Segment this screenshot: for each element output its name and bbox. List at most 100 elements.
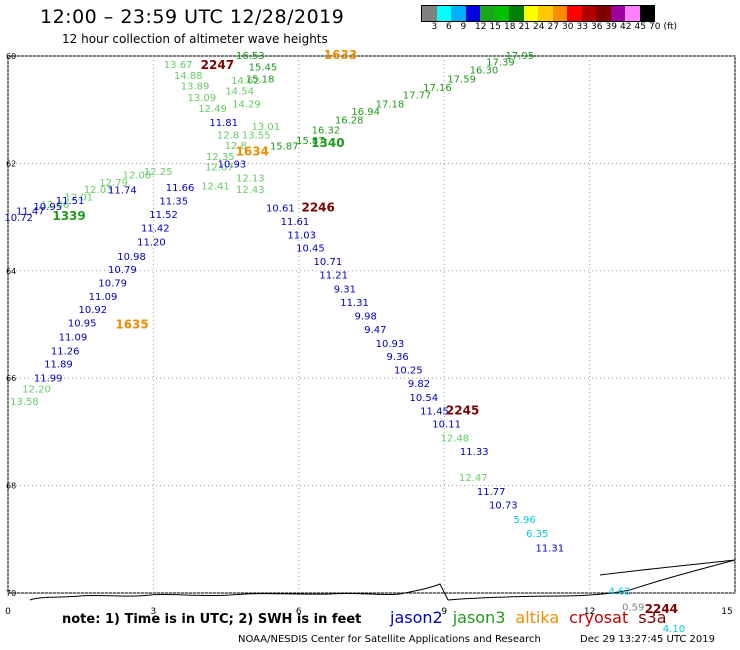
wave-height-label: 16.28 — [335, 115, 364, 126]
wave-height-label: 17.77 — [403, 91, 432, 102]
wave-height-label: 11.81 — [209, 118, 238, 129]
wave-height-label: 11.89 — [44, 360, 73, 371]
wave-height-label: 12.8 — [217, 130, 239, 141]
wave-height-label: 13.67 — [164, 60, 193, 71]
wave-height-label: 9.47 — [364, 325, 386, 336]
scale-label: 39 — [605, 22, 617, 32]
coastline — [29, 559, 736, 601]
scale-swatch — [509, 6, 524, 21]
wave-height-label: 13.09 — [188, 93, 217, 104]
wave-height-label: 12.20 — [22, 384, 51, 395]
wave-height-label: 11.51 — [56, 196, 85, 207]
legend-item-cryosat: cryosat — [569, 608, 629, 627]
pass-time-label: 1633 — [324, 48, 357, 62]
scale-label: 18 — [504, 22, 516, 32]
wave-height-label: 11.52 — [149, 210, 178, 221]
wave-height-label: 12.13 — [236, 173, 265, 184]
scale-label: 42 — [620, 22, 632, 32]
scale-swatch — [552, 6, 567, 21]
wave-height-label: 10.95 — [68, 318, 97, 329]
pass-time-label: 2245 — [446, 403, 479, 417]
wave-height-label: 4.10 — [663, 624, 685, 635]
wave-height-label: 11.74 — [108, 186, 137, 197]
scale-swatch — [581, 6, 596, 21]
wave-height-label: 14.29 — [232, 99, 261, 110]
wave-height-label: 13.58 — [10, 397, 39, 408]
wave-height-label: 11.31 — [536, 543, 565, 554]
y-tick-label: 70 — [6, 589, 16, 598]
wave-height-label: 12.01 — [64, 193, 93, 204]
wave-height-label: 10.93 — [376, 339, 405, 350]
scale-swatch — [639, 6, 654, 21]
scale-label: (ft) — [663, 22, 678, 32]
note-text: note: 1) Time is in UTC; 2) SWH is in fe… — [62, 612, 362, 627]
wave-height-label: 9.98 — [355, 311, 377, 322]
wave-height-label: 11.61 — [281, 217, 310, 228]
wave-height-label: 12.00 — [123, 171, 152, 182]
scale-swatch — [523, 6, 538, 21]
x-tick-label: 0 — [5, 607, 11, 617]
wave-height-label: 17.59 — [447, 75, 476, 86]
y-tick-label: 62 — [6, 159, 16, 168]
scale-swatch — [567, 6, 582, 21]
wave-height-label: 10.25 — [394, 366, 423, 377]
scale-swatch — [610, 6, 625, 21]
x-tick-label: 15 — [721, 607, 732, 617]
wave-height-label: 11.21 — [319, 271, 348, 282]
axis-ticks: 0 3 6 9 12 15 60 62 64 66 68 70 — [5, 52, 733, 617]
y-tick-label: 64 — [6, 267, 16, 276]
wave-height-label: 10.73 — [489, 500, 518, 511]
wave-height-label: 10.95 — [33, 202, 62, 213]
scale-label: 70 — [649, 22, 661, 32]
scale-swatch — [494, 6, 509, 21]
scale-label: 6 — [446, 22, 452, 32]
x-tick-label: 12 — [584, 607, 595, 617]
scale-label: 30 — [562, 22, 574, 32]
x-tick-label: 9 — [441, 607, 447, 617]
wave-height-label: 11.09 — [59, 332, 88, 343]
wave-height-label: 11.33 — [460, 447, 489, 458]
wave-height-label: 16.30 — [470, 65, 499, 76]
wave-height-label: 15.87 — [296, 136, 325, 147]
wave-height-label: 17.18 — [376, 99, 405, 110]
coastline-southeast — [447, 559, 736, 601]
color-scale-labels: 3 6 9 12 15 18 21 24 27 30 33 36 39 42 45 70 (ft) — [421, 22, 740, 34]
y-tick-label: 60 — [6, 52, 16, 61]
scale-swatch — [465, 6, 480, 21]
pass-time-label: 1340 — [311, 136, 344, 150]
wave-height-label: 13.89 — [181, 82, 210, 93]
wave-height-label: 10.93 — [218, 159, 247, 170]
wave-height-label: 4.62 — [609, 586, 631, 597]
scale-label: 3 — [431, 22, 438, 32]
wave-height-label: 13.01 — [252, 122, 281, 133]
wave-height-label: 17.95 — [505, 51, 534, 62]
pass-time-label: 2247 — [201, 58, 234, 72]
wave-height-label: 12.25 — [144, 167, 173, 178]
wave-height-label: 11.09 — [89, 292, 118, 303]
wave-height-label: 11.20 — [137, 237, 166, 248]
scale-label: 15 — [489, 22, 501, 32]
scale-label: 24 — [533, 22, 545, 32]
coastline-south — [29, 583, 449, 601]
scale-label: 12 — [475, 22, 487, 32]
wave-height-label: 11.66 — [166, 183, 195, 194]
scale-swatch — [625, 6, 640, 21]
wave-height-label: 17.16 — [423, 83, 452, 94]
page-title: 12:00 – 23:59 UTC 12/28/2019 — [40, 6, 345, 28]
wave-height-label: 9.82 — [408, 379, 430, 390]
wave-height-label: 12.07 — [205, 163, 234, 174]
scale-swatch — [451, 6, 466, 21]
pass-time-label: 2244 — [645, 602, 678, 616]
wave-height-label: 15.18 — [246, 75, 275, 86]
wave-height-label: 12.03 — [84, 185, 113, 196]
wave-height-label: 12.49 — [198, 104, 227, 115]
pass-time-label: 1635 — [115, 318, 148, 332]
wave-height-label: 10.71 — [314, 257, 343, 268]
wave-height-label: 10.11 — [432, 419, 461, 430]
wave-height-label: 12.79 — [99, 178, 128, 189]
scale-label: 27 — [547, 22, 559, 32]
pass-time-label: 1339 — [52, 209, 85, 223]
wave-height-label: 11.31 — [340, 298, 369, 309]
wave-height-label: 11.26 — [51, 346, 80, 357]
